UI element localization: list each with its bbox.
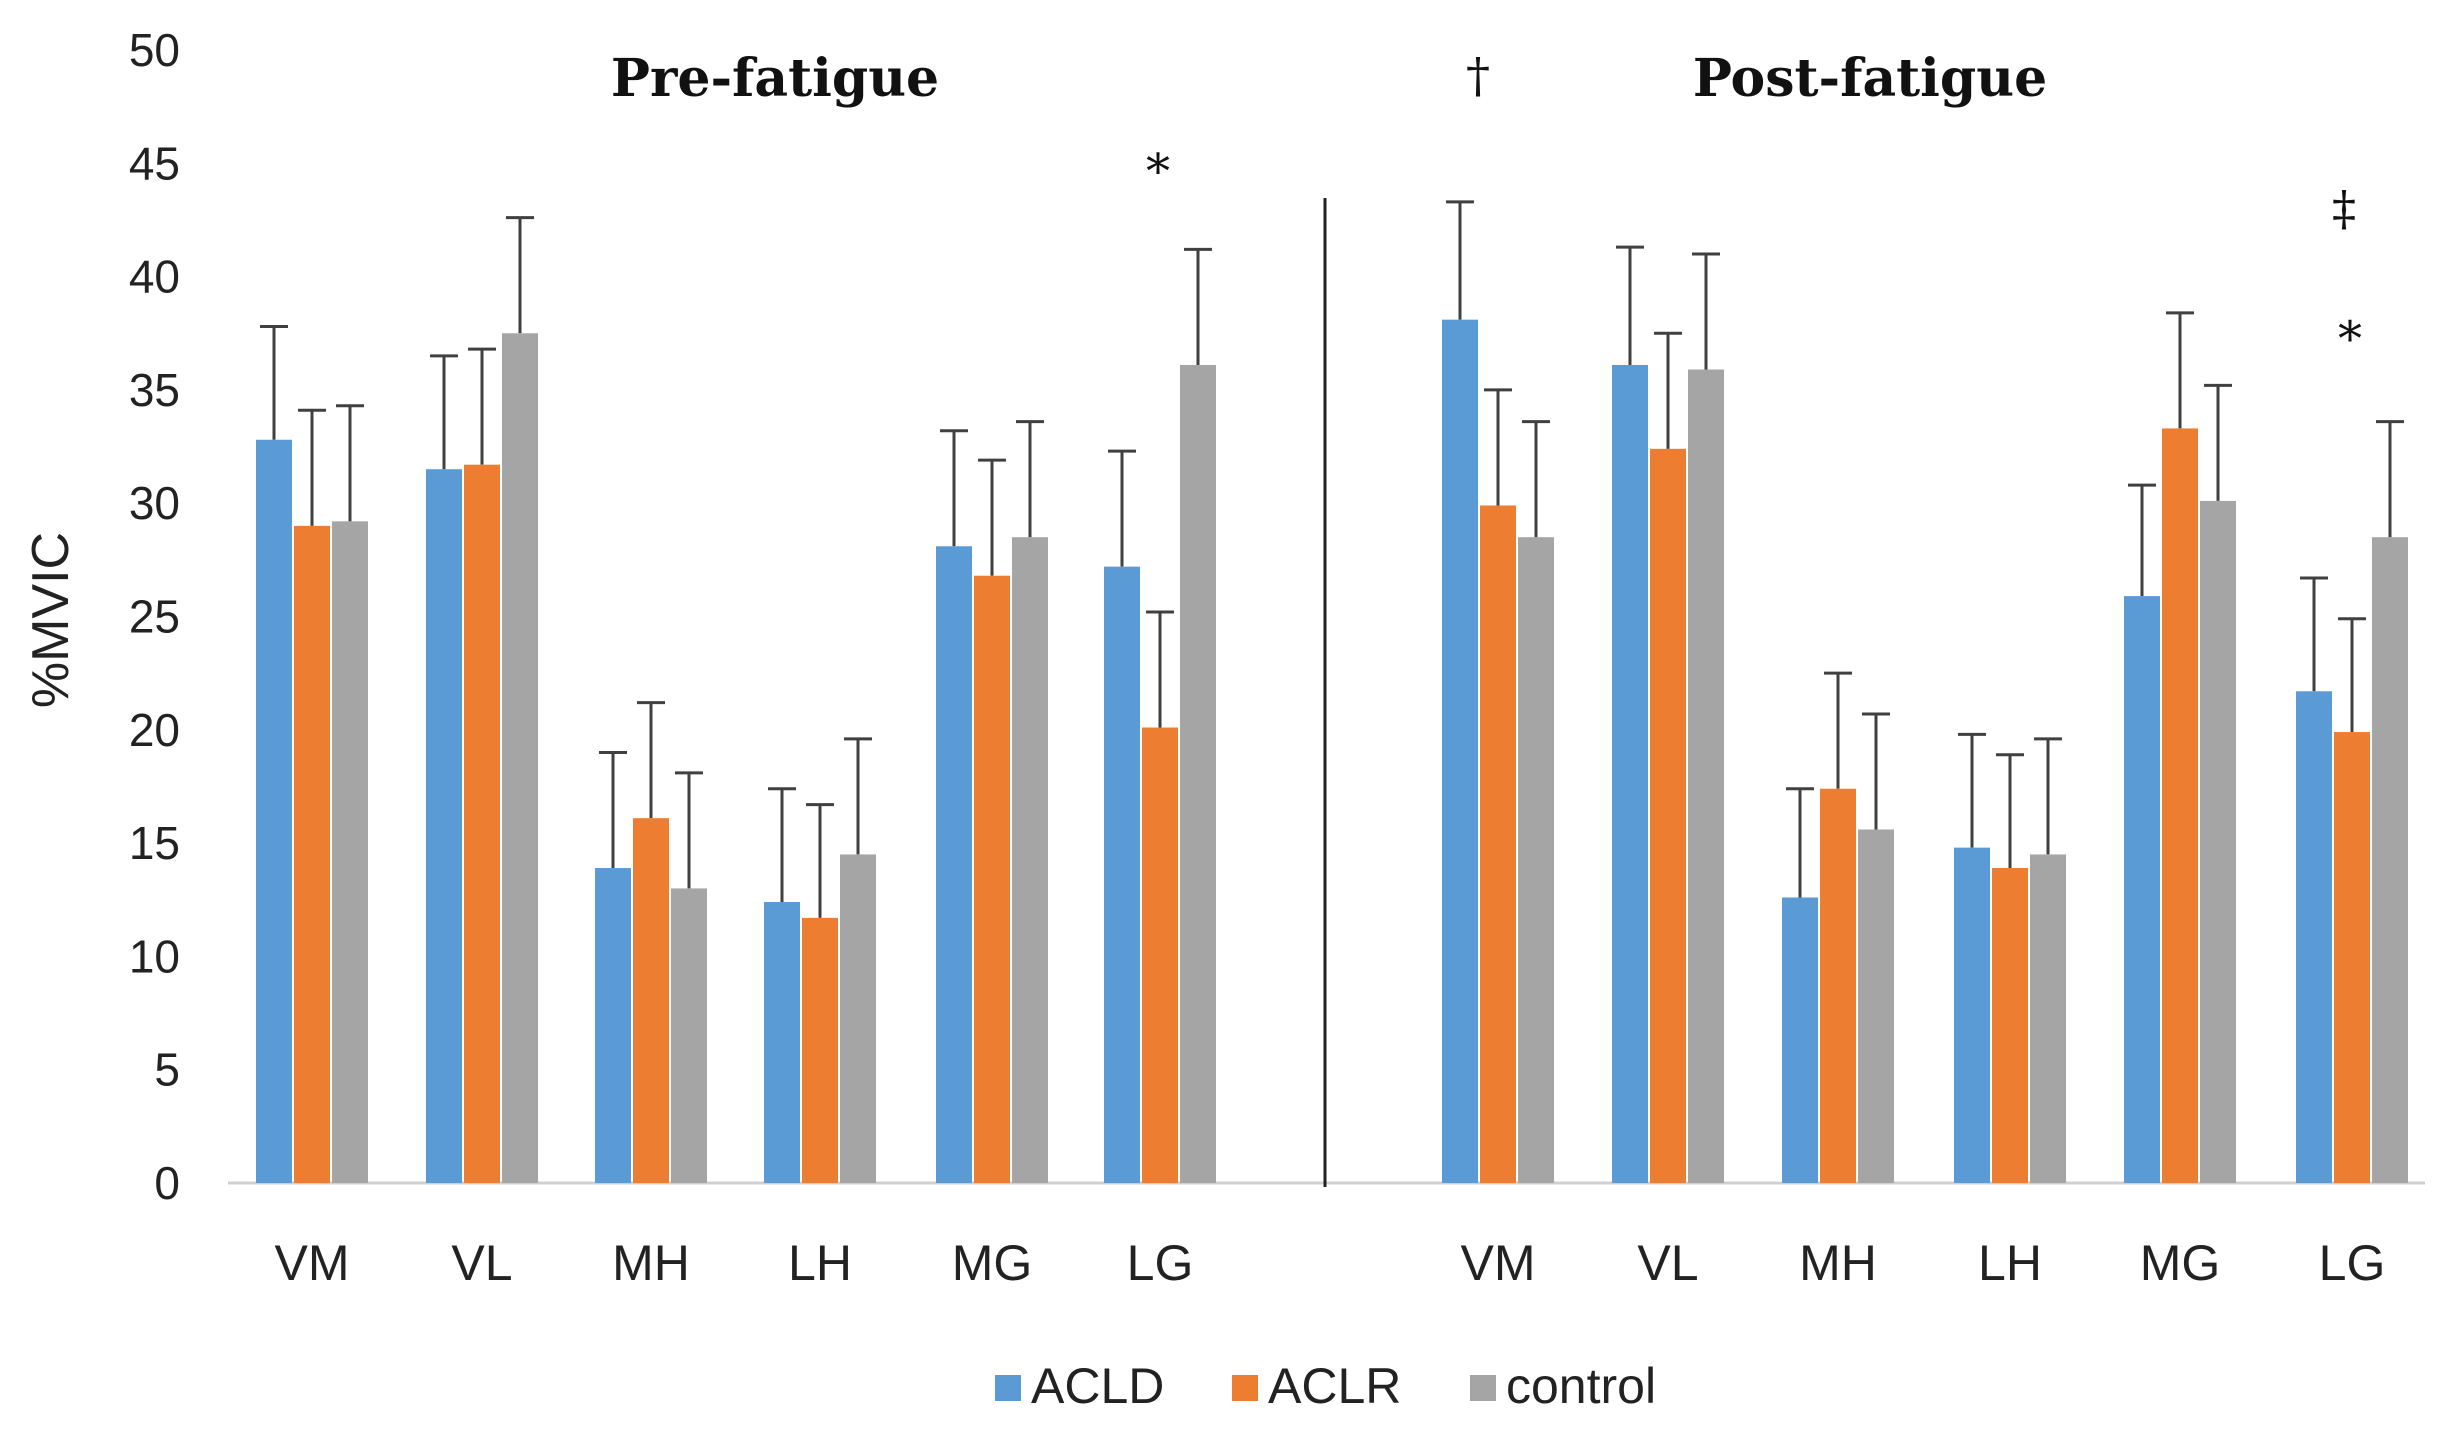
- bars: [256, 319, 2408, 1184]
- x-tick-label: LH: [1978, 1235, 2042, 1291]
- y-tick-label: 50: [129, 24, 180, 76]
- bar-control: [1180, 364, 1216, 1183]
- y-tick-label: 35: [129, 364, 180, 416]
- bar-aclr: [633, 818, 669, 1183]
- x-tick-label: MG: [952, 1235, 1033, 1291]
- bar-aclr: [294, 525, 330, 1183]
- bar-aclr: [2334, 732, 2370, 1183]
- legend-swatch-control: [1470, 1375, 1496, 1401]
- bar-aclr: [1820, 788, 1856, 1183]
- panel-title: Pre-fatigue: [611, 48, 939, 109]
- bar-aclr: [2162, 428, 2198, 1183]
- y-tick-label: 5: [154, 1044, 180, 1096]
- significance-marker: ‡: [2332, 181, 2356, 237]
- y-axis-label: %MVIC: [22, 532, 80, 708]
- bar-acld: [764, 902, 800, 1183]
- legend: ACLD ACLR control: [995, 1358, 1656, 1414]
- panel-title: Post-fatigue: [1693, 48, 2047, 109]
- x-tick-label: VL: [451, 1235, 512, 1291]
- bar-acld: [2296, 691, 2332, 1183]
- bar-control: [502, 333, 538, 1183]
- bar-acld: [2124, 596, 2160, 1183]
- legend-swatch-aclr: [1232, 1375, 1258, 1401]
- bar-acld: [426, 469, 462, 1184]
- bar-acld: [936, 546, 972, 1183]
- bar-control: [2372, 537, 2408, 1183]
- x-tick-label: LH: [788, 1235, 852, 1291]
- x-tick-label: MH: [1799, 1235, 1877, 1291]
- bar-control: [2030, 854, 2066, 1183]
- y-tick-label: 10: [129, 930, 180, 982]
- bar-control: [840, 854, 876, 1183]
- x-tick-label: MH: [612, 1235, 690, 1291]
- axes: [228, 198, 2425, 1187]
- bar-control: [671, 888, 707, 1183]
- bar-acld: [256, 439, 292, 1183]
- y-tick-label: 15: [129, 817, 180, 869]
- x-tick-label: MG: [2140, 1235, 2221, 1291]
- legend-label: ACLR: [1268, 1358, 1401, 1414]
- legend-swatch-acld: [995, 1375, 1021, 1401]
- bar-acld: [1612, 364, 1648, 1183]
- bar-acld: [595, 868, 631, 1183]
- significance-marker: *: [2338, 311, 2362, 367]
- bar-control: [1012, 537, 1048, 1183]
- chart-text: 0 5 10 15 20 25 30 35 40 45 50 %MVIC Pre-fatigue VM VL…: [22, 24, 2385, 1291]
- bar-aclr: [1650, 448, 1686, 1183]
- x-tick-label: LG: [1127, 1235, 1194, 1291]
- bar-acld: [1954, 847, 1990, 1183]
- x-tick-label: VL: [1637, 1235, 1698, 1291]
- y-tick-label: 0: [154, 1157, 180, 1209]
- legend-label: control: [1506, 1358, 1656, 1414]
- bar-acld: [1104, 566, 1140, 1183]
- error-bars: [260, 200, 2404, 918]
- x-tick-label: VM: [275, 1235, 350, 1291]
- bar-aclr: [974, 575, 1010, 1183]
- bar-aclr: [464, 464, 500, 1184]
- y-tick-label: 25: [129, 591, 180, 643]
- x-tick-label: LG: [2319, 1235, 2386, 1291]
- bar-control: [1518, 537, 1554, 1183]
- bar-acld: [1782, 897, 1818, 1183]
- significance-marker: *: [1146, 143, 1170, 199]
- x-tick-label: VM: [1461, 1235, 1536, 1291]
- bar-aclr: [1480, 505, 1516, 1183]
- bar-aclr: [802, 917, 838, 1183]
- y-tick-label: 30: [129, 477, 180, 529]
- bar-acld: [1442, 319, 1478, 1183]
- bar-control: [1688, 369, 1724, 1184]
- y-tick-label: 20: [129, 704, 180, 756]
- bar-control: [2200, 500, 2236, 1184]
- y-tick-label: 40: [129, 251, 180, 303]
- bar-control: [1858, 829, 1894, 1183]
- bar-control: [332, 521, 368, 1183]
- legend-label: ACLD: [1031, 1358, 1164, 1414]
- significance-marker: †: [1466, 48, 1490, 104]
- bar-aclr: [1142, 727, 1178, 1183]
- bar-aclr: [1992, 868, 2028, 1183]
- y-tick-label: 45: [129, 137, 180, 189]
